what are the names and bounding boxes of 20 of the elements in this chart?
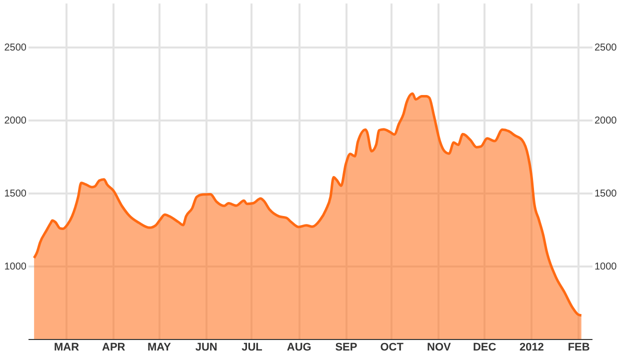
y-tick-label: 1500 bbox=[4, 188, 27, 200]
x-tick-label: NOV bbox=[427, 342, 452, 354]
x-tick-label: FEB bbox=[568, 342, 590, 354]
x-tick-label: APR bbox=[102, 342, 126, 354]
y-tick-label: 2000 bbox=[4, 115, 27, 126]
y2-tick-label: 2000 bbox=[594, 115, 618, 126]
x-tick-label: MAY bbox=[148, 342, 172, 354]
y2-tick-label: 1000 bbox=[594, 261, 618, 272]
x-tick-label: SEP bbox=[335, 342, 358, 354]
y-tick-label: 1000 bbox=[4, 261, 27, 272]
x-tick-label: JUN bbox=[195, 342, 218, 354]
x-tick-label: JUL bbox=[242, 342, 263, 354]
x-tick-label: DEC bbox=[472, 342, 496, 354]
y-tick-label: 2500 bbox=[4, 42, 27, 54]
x-tick-label: OCT bbox=[380, 342, 404, 354]
x-tick-label: MAR bbox=[54, 342, 80, 354]
x-tick-label: AUG bbox=[286, 342, 312, 354]
y2-tick-label: 2500 bbox=[594, 42, 618, 54]
y2-tick-label: 1500 bbox=[594, 188, 618, 200]
x-tick-label: 2012 bbox=[519, 342, 544, 354]
